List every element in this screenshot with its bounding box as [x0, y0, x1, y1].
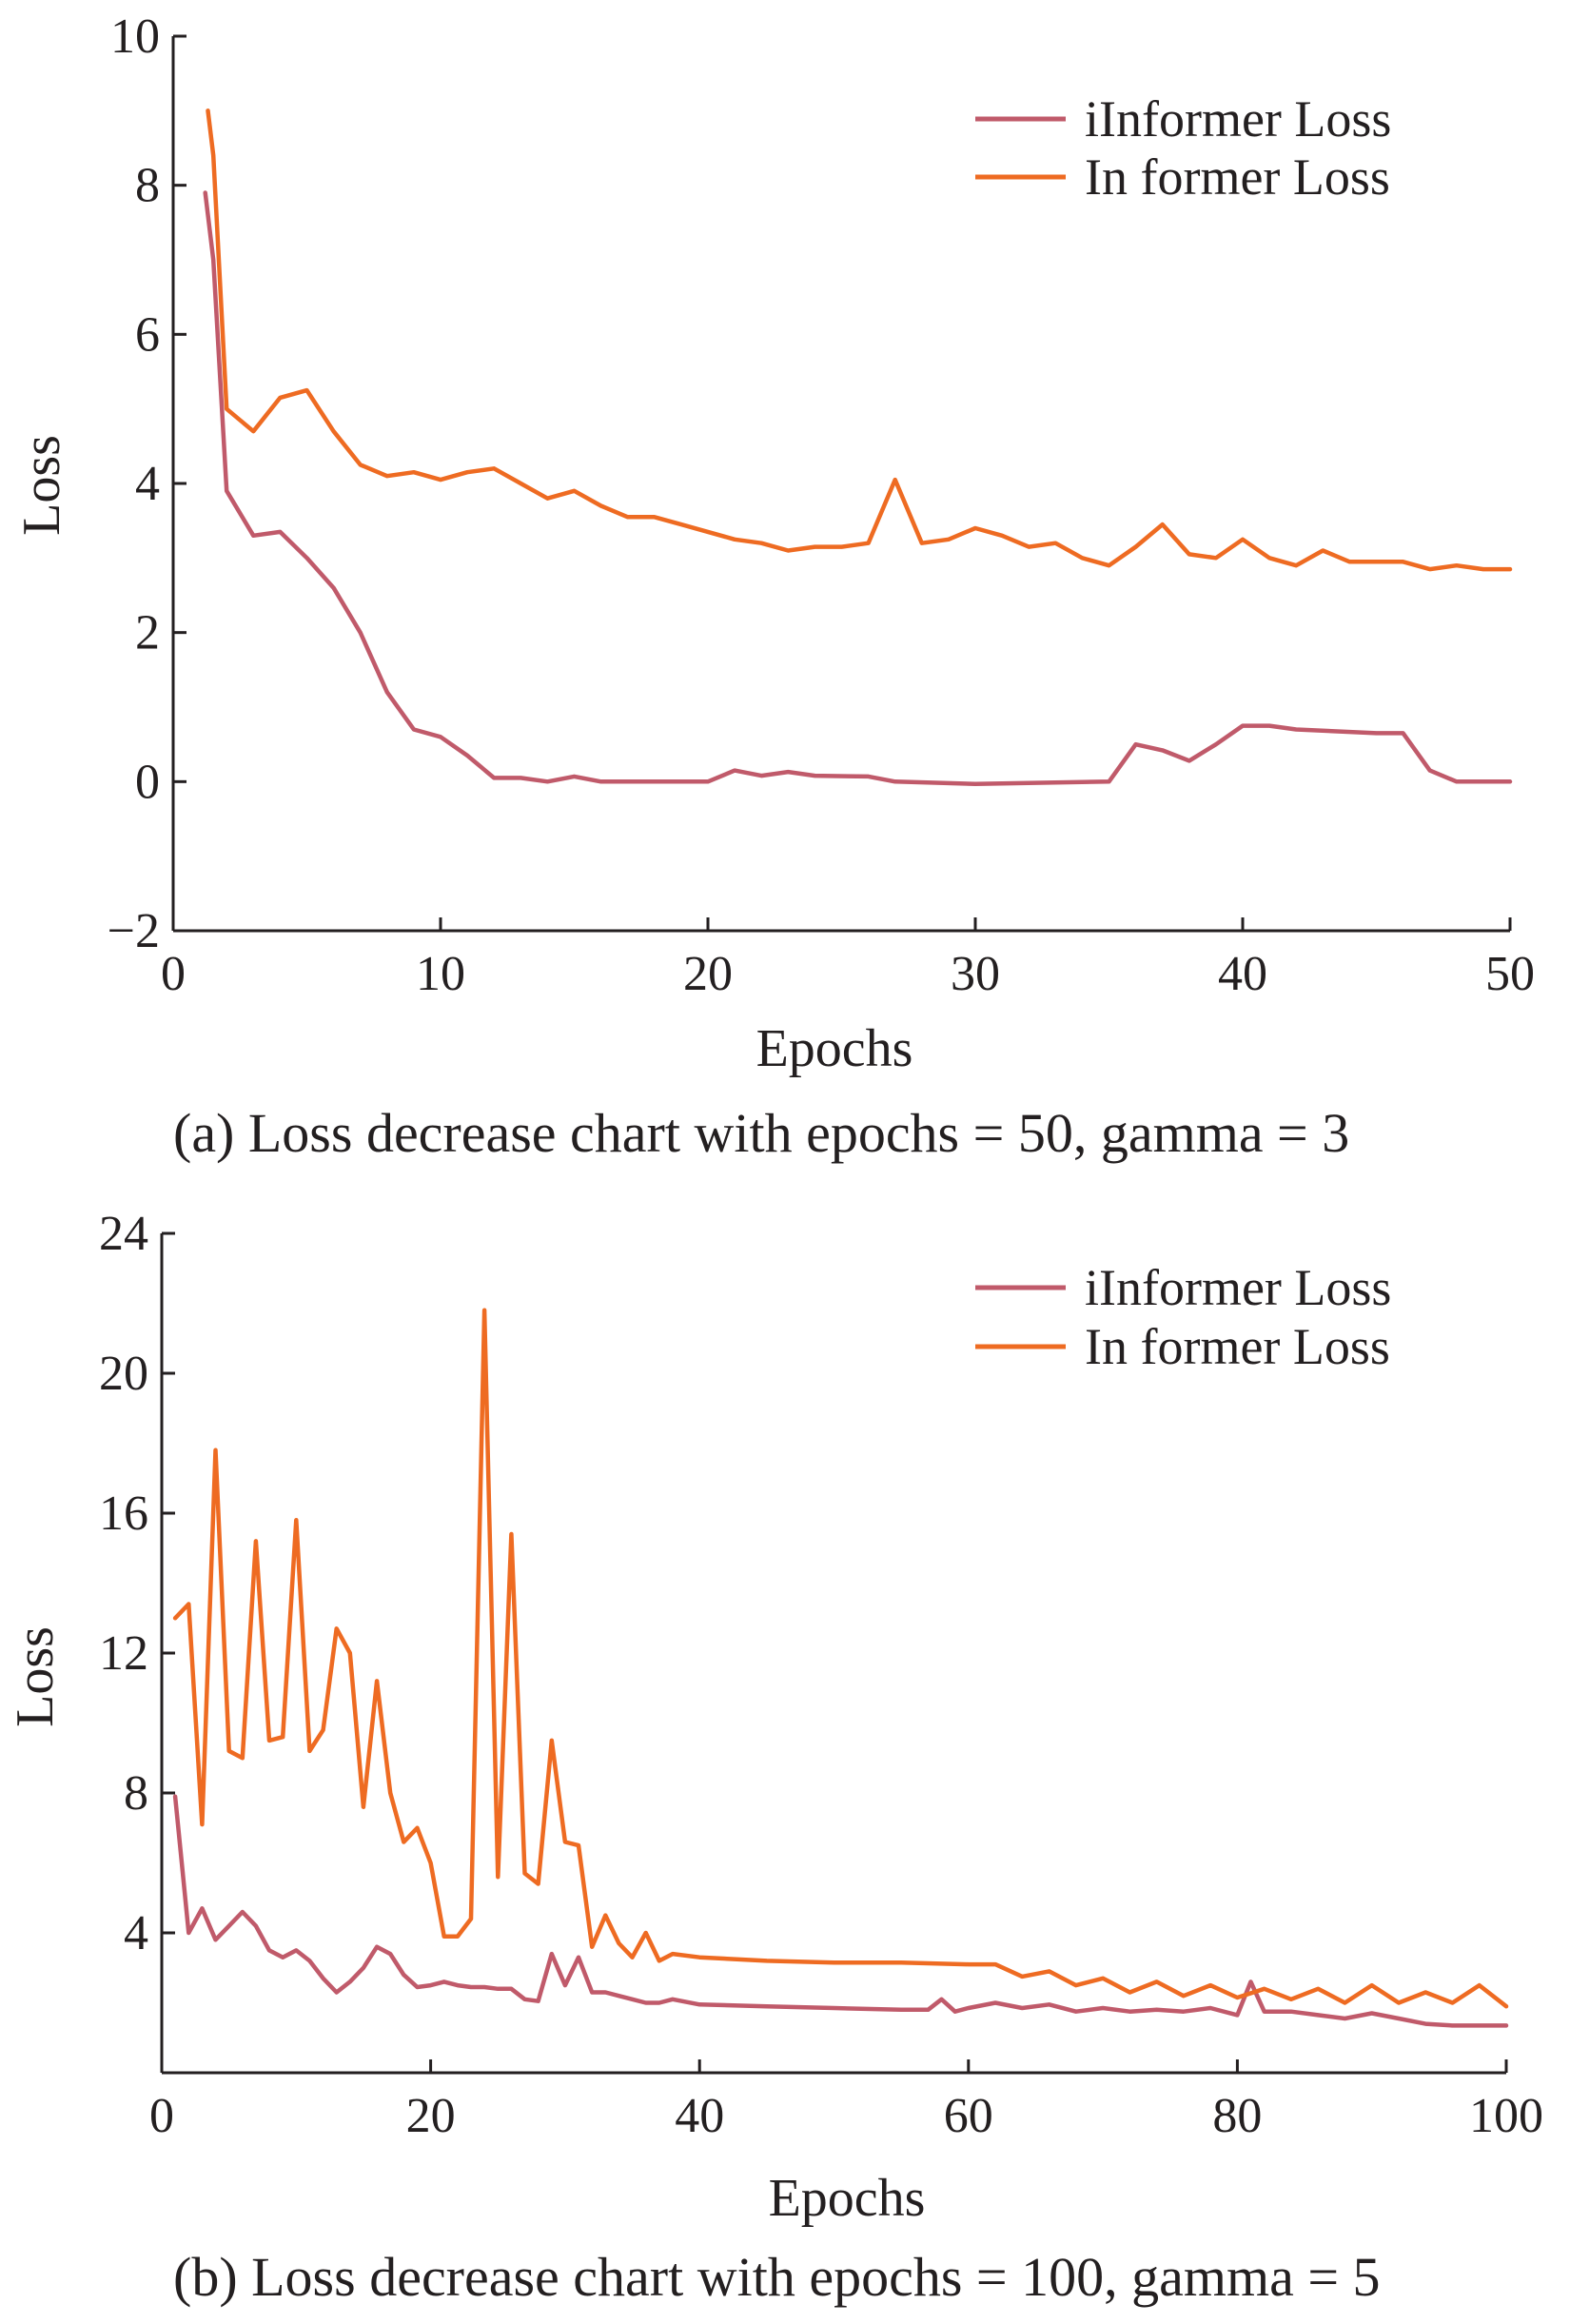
chart-b-y-tick-label: 16 — [99, 1487, 148, 1541]
chart-b-x-tick-label: 60 — [944, 2089, 993, 2143]
chart-b-x-axis-title: Epochs — [769, 2169, 926, 2228]
chart-b-y-tick-label: 4 — [124, 1906, 148, 1960]
chart-a-legend-label: In former Loss — [1085, 148, 1390, 206]
chart-b-series-informer-loss — [172, 1308, 1509, 2009]
chart-b-x-tick-label: 40 — [675, 2089, 724, 2143]
chart-a-series — [203, 108, 1513, 786]
chart-b-y-tick-label: 20 — [99, 1347, 148, 1401]
chart-a-x-axis-title: Epochs — [756, 1019, 913, 1078]
chart-b-x-tick-label: 20 — [406, 2089, 456, 2143]
chart-a-x-tick-label: 30 — [951, 947, 1000, 1001]
chart-a-x-tick-label: 0 — [161, 947, 186, 1001]
chart-b: 4 8 12 16 20 24 0 20 40 60 80 100 iInformer LossIn … — [6, 1207, 1543, 2308]
chart-a-series-informer-loss — [206, 108, 1513, 572]
chart-a-x-tick-label: 10 — [416, 947, 465, 1001]
chart-b-series-iinformer-loss — [172, 1794, 1509, 2028]
chart-b-y-tick-label: 24 — [99, 1207, 148, 1261]
chart-a-x-tick-label: 40 — [1218, 947, 1267, 1001]
chart-a-y-tick-label: 8 — [135, 159, 160, 213]
chart-b-x-tick-label: 100 — [1469, 2089, 1543, 2143]
chart-a-caption: (a) Loss decrease chart with epochs = 50… — [173, 1102, 1349, 1164]
chart-a-y-tick-label: −2 — [108, 904, 160, 958]
chart-b-y-tick-label: 12 — [99, 1626, 148, 1681]
chart-a-y-tick-label: 6 — [135, 307, 160, 362]
chart-a-x-tick-label: 20 — [683, 947, 733, 1001]
chart-a-y-tick-label: 2 — [135, 606, 160, 660]
chart-b-legend-label: iInformer Loss — [1085, 1259, 1391, 1316]
chart-a-y-tick-label: 10 — [110, 10, 160, 64]
chart-b-y-axis-title: Loss — [6, 1626, 65, 1727]
chart-a-legend-label: iInformer Loss — [1085, 90, 1391, 148]
chart-a-y-tick-label: 0 — [135, 755, 160, 809]
chart-b-x-tick-label: 0 — [149, 2089, 174, 2143]
chart-a-y-axis-title: Loss — [12, 435, 71, 536]
chart-b-x-tick-label: 80 — [1212, 2089, 1262, 2143]
chart-a-series-iinformer-loss — [203, 190, 1513, 786]
chart-b-axes: 4 8 12 16 20 24 0 20 40 60 80 100 — [99, 1207, 1543, 2143]
chart-a-y-tick-label: 4 — [135, 457, 160, 511]
chart-b-caption: (b) Loss decrease chart with epochs = 10… — [173, 2246, 1381, 2308]
chart-b-y-tick-label: 8 — [124, 1766, 148, 1821]
chart-b-series — [172, 1308, 1509, 2028]
chart-a-x-tick-label: 50 — [1485, 947, 1535, 1001]
chart-b-legend-label: In former Loss — [1085, 1318, 1390, 1375]
